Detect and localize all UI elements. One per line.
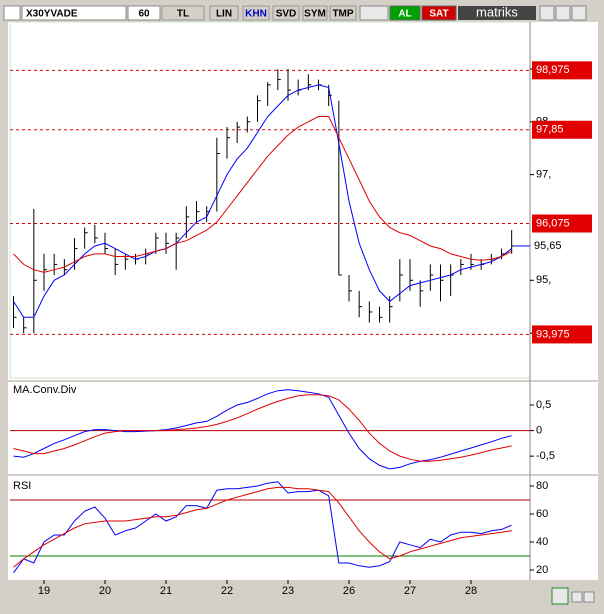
x-tick-label: 27 — [404, 585, 416, 597]
buy-button[interactable] — [389, 5, 421, 21]
y-tick-label: 20 — [536, 564, 548, 576]
y-tick-label: 0,5 — [536, 399, 551, 411]
brand: matriks — [476, 4, 518, 19]
indicator-line — [13, 389, 512, 470]
toolbar-buttons: TL LIN KHN SVD SYM TMP — [161, 5, 357, 21]
x-tick-label: 22 — [221, 585, 233, 597]
refresh-button[interactable] — [551, 587, 569, 605]
chart-area — [8, 22, 598, 580]
brand-box — [458, 6, 536, 20]
toolbar-button-label: TL — [177, 9, 189, 20]
maximize-button[interactable] — [555, 5, 571, 21]
x-tick-label: 28 — [465, 585, 477, 597]
x-tick-label: 20 — [99, 585, 111, 597]
toolbar-button[interactable] — [209, 5, 239, 21]
period: 60 — [138, 9, 150, 20]
symbol: X30YVADE — [26, 9, 78, 20]
y-tick-label: 80 — [536, 480, 548, 492]
scroll-left[interactable] — [571, 591, 583, 603]
x-tick-label: 21 — [160, 585, 172, 597]
toolbar: X30YVADE 60 TL LIN KHN SVD SYM TMP AL SAT mat… — [3, 4, 595, 37]
toolbar-button[interactable] — [329, 5, 357, 21]
level-label: 97,85 — [536, 124, 564, 136]
sell-label: SAT — [429, 9, 448, 20]
toolbar-button-label: LIN — [216, 9, 232, 20]
pane-divider — [8, 474, 598, 476]
indicator-line — [13, 481, 512, 574]
y-tick-label: 0 — [536, 424, 542, 436]
toolbar-button-label: KHN — [245, 9, 267, 20]
level-box — [532, 61, 592, 80]
period-box[interactable] — [127, 5, 161, 21]
pane-title: MA.Conv.Div — [13, 384, 77, 396]
symbol-icon[interactable] — [3, 5, 21, 21]
toolbar-button[interactable] — [161, 5, 205, 21]
level-label: 96,075 — [536, 217, 570, 229]
indicator-line — [13, 84, 513, 318]
scroll-right[interactable] — [583, 591, 595, 603]
x-tick-label: 26 — [343, 585, 355, 597]
minimize-button[interactable] — [539, 5, 555, 21]
level-label: 98,975 — [536, 64, 570, 76]
tool-icon[interactable] — [359, 5, 389, 21]
x-tick-label: 23 — [282, 585, 294, 597]
indicator-line — [13, 116, 512, 273]
pane-title: RSI — [13, 480, 31, 492]
pane-divider — [8, 380, 598, 382]
toolbar-button[interactable] — [272, 5, 300, 21]
y-tick-label: 95, — [536, 274, 551, 286]
last-price-label: 95,65 — [534, 240, 562, 252]
toolbar-button-label: SVD — [276, 9, 297, 20]
toolbar-button[interactable] — [302, 5, 328, 21]
x-tick-label: 19 — [38, 585, 50, 597]
y-tick-label: 60 — [536, 508, 548, 520]
y-tick-label: 97, — [536, 169, 551, 181]
toolbar-button-label: SYM — [304, 9, 326, 20]
symbol-box[interactable] — [21, 5, 127, 21]
toolbar-button[interactable] — [242, 5, 270, 21]
sell-button[interactable] — [421, 5, 457, 21]
level-box — [532, 214, 592, 233]
y-tick-label: 40 — [536, 536, 548, 548]
close-button[interactable] — [571, 5, 587, 21]
toolbar-button-label: TMP — [332, 9, 353, 20]
last-price-box — [532, 237, 576, 254]
buy-label: AL — [398, 9, 411, 20]
indicator-line — [13, 486, 512, 568]
level-label: 93,975 — [536, 328, 570, 340]
y-tick-label: -0,5 — [536, 450, 555, 462]
indicator-line — [13, 394, 512, 462]
plot: 99,98,97,95,94,98,97597,8596,07593,97595… — [10, 61, 592, 597]
level-box — [532, 325, 592, 344]
level-box — [532, 120, 592, 139]
